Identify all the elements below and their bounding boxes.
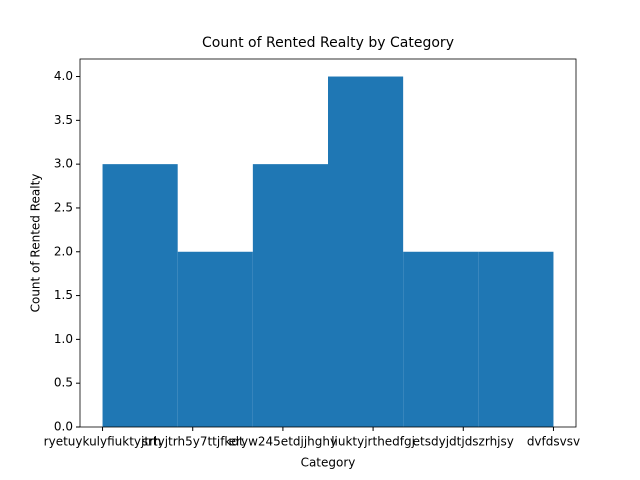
y-tick-label: 0.0: [54, 420, 73, 434]
y-tick-label: 3.0: [54, 157, 73, 171]
y-tick-label: 2.0: [54, 244, 73, 258]
bar: [252, 164, 328, 427]
y-tick-label: 1.0: [54, 332, 73, 346]
plot-frame: [79, 58, 577, 428]
bar: [177, 251, 253, 427]
bar: [328, 76, 404, 428]
bar: [478, 251, 554, 427]
bar: [403, 251, 479, 427]
bar: [102, 164, 178, 427]
x-tick-label: etsdyjdtjdszrhjsy: [413, 435, 514, 449]
y-tick-label: 4.0: [54, 69, 73, 83]
y-tick-label: 2.5: [54, 200, 73, 214]
y-axis-label: Count of Rented Realty: [29, 174, 43, 313]
y-tick-label: 3.5: [54, 113, 73, 127]
chart-title: Count of Rented Realty by Category: [202, 35, 454, 51]
x-tick-label: liuktyjrthedfgj: [331, 435, 415, 449]
x-tick-label: ryetuykulyfiuktyjtrh: [44, 435, 162, 449]
x-axis-label: Category: [301, 456, 356, 470]
x-tick-label: eryw245etdjjhghy: [229, 435, 337, 449]
y-tick-label: 1.5: [54, 288, 73, 302]
y-tick-label: 0.5: [54, 376, 73, 390]
x-tick-label: srtyjtrh5y7ttjfkdt: [142, 435, 244, 449]
x-tick-label: dvfdsvsv: [527, 435, 580, 449]
